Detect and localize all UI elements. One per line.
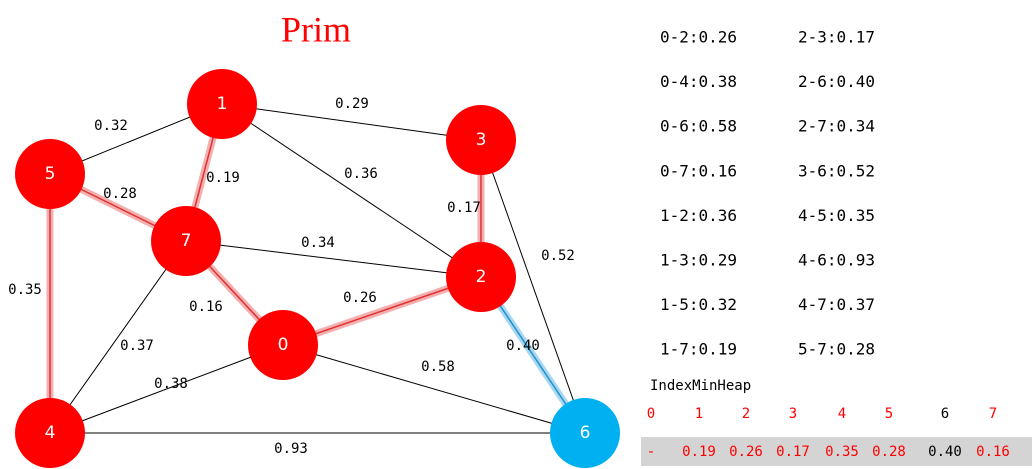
heap-index: 1	[695, 406, 703, 422]
heap-value: 0.17	[776, 444, 810, 460]
edge	[49, 344, 284, 434]
heap-index: 3	[789, 406, 797, 422]
edge-list-item: 2-7:0.34	[798, 117, 875, 136]
heap-index: 6	[941, 406, 949, 422]
node	[15, 398, 85, 468]
edge-label: 0.17	[447, 200, 481, 216]
heap-index: 0	[647, 406, 655, 422]
node	[15, 139, 85, 209]
node	[187, 69, 257, 139]
edge-label: 0.29	[335, 96, 369, 112]
node	[550, 398, 620, 468]
edge-label: 0.32	[94, 118, 128, 134]
node-label: 5	[45, 164, 56, 184]
edge-label: 0.37	[120, 338, 154, 354]
heap-index: 7	[989, 406, 997, 422]
edge-label: 0.26	[343, 290, 377, 306]
edge-list-item: 1-2:0.36	[660, 206, 737, 225]
edge-label: 0.34	[301, 235, 335, 251]
heap-value: 0.28	[872, 444, 906, 460]
edge-label: 0.28	[103, 186, 137, 202]
heap-index: 4	[838, 406, 846, 422]
edge-label: 0.35	[8, 282, 42, 298]
edge	[282, 344, 586, 434]
edge-label: 0.38	[154, 376, 188, 392]
edge-label: 0.40	[506, 338, 540, 354]
edge-label: 0.52	[541, 248, 575, 264]
edge	[221, 103, 482, 141]
edge-list-item: 1-3:0.29	[660, 251, 737, 270]
node-label: 3	[476, 130, 487, 150]
edge-list-item: 1-7:0.19	[660, 340, 737, 359]
heap-value: 0.35	[825, 444, 859, 460]
edge	[49, 240, 187, 434]
edge	[221, 103, 482, 278]
heap-title: IndexMinHeap	[650, 378, 751, 394]
heap-value: 0.40	[928, 444, 962, 460]
node	[446, 242, 516, 312]
edge	[185, 240, 482, 278]
node-label: 1	[217, 94, 228, 114]
node-label: 2	[476, 267, 487, 287]
edge-list-item: 2-6:0.40	[798, 72, 875, 91]
heap-row-bg	[641, 437, 1032, 466]
edge-list-item: 0-7:0.16	[660, 161, 737, 180]
node-label: 4	[45, 423, 56, 443]
edge-list-item: 3-6:0.52	[798, 161, 875, 180]
edge	[480, 139, 586, 434]
heap-value: -	[647, 444, 655, 460]
edge-list-item: 4-5:0.35	[798, 206, 875, 225]
edge-label: 0.36	[344, 166, 378, 182]
edge-list-item: 0-4:0.38	[660, 72, 737, 91]
edge-label: 0.93	[274, 441, 308, 457]
edge-label: 0.58	[421, 359, 455, 375]
edge-label: 0.16	[189, 299, 223, 315]
edge-label: 0.19	[206, 170, 240, 186]
node	[248, 310, 318, 380]
edge-list-item: 5-7:0.28	[798, 340, 875, 359]
edge-list-item: 0-6:0.58	[660, 117, 737, 136]
heap-index: 5	[885, 406, 893, 422]
node-label: 0	[278, 335, 289, 355]
node-label: 7	[181, 231, 192, 251]
node	[446, 105, 516, 175]
edge-list-item: 2-3:0.17	[798, 28, 875, 47]
edge-list-item: 0-2:0.26	[660, 28, 737, 47]
heap-value: 0.16	[976, 444, 1010, 460]
edge-list-item: 4-7:0.37	[798, 295, 875, 314]
node	[151, 206, 221, 276]
edge-list-item: 4-6:0.93	[798, 251, 875, 270]
heap-index: 2	[742, 406, 750, 422]
heap-value: 0.26	[729, 444, 763, 460]
node-label: 6	[580, 423, 591, 443]
heap-value: 0.19	[682, 444, 716, 460]
title: Prim	[281, 9, 351, 49]
edge-list-item: 1-5:0.32	[660, 295, 737, 314]
